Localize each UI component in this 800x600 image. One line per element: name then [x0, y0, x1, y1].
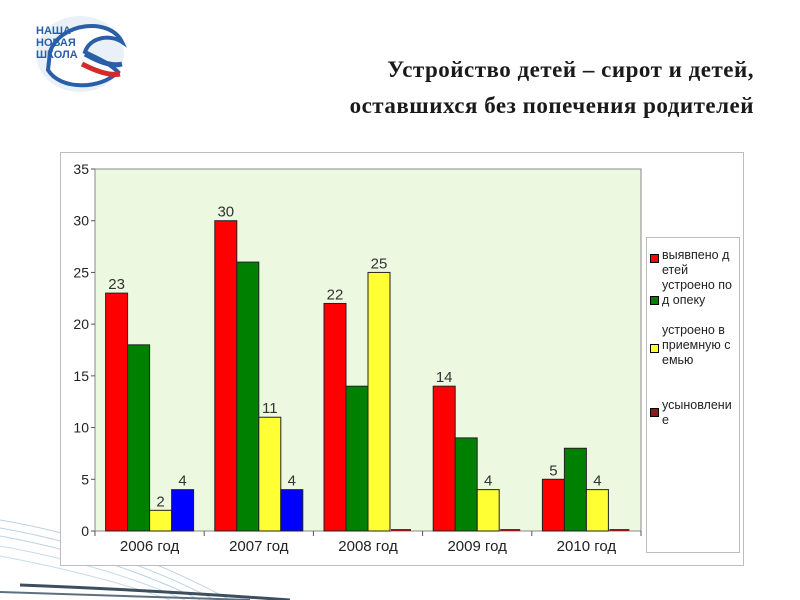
bar [541, 478, 565, 532]
legend-label: устроено в приемную семью [662, 323, 731, 367]
data-label: 23 [108, 276, 125, 293]
bar [476, 489, 500, 532]
x-tick-label: 2008 год [338, 538, 398, 555]
bar [149, 509, 173, 532]
bar [236, 261, 260, 532]
legend-label: устроено под опеку [662, 278, 732, 307]
y-tick-label: 10 [73, 420, 89, 436]
y-tick-label: 0 [81, 523, 89, 539]
bar [105, 292, 129, 532]
x-tick-label: 2010 год [557, 538, 617, 555]
title-line-1: Устройство детей – сирот и детей, [387, 57, 754, 82]
logo-line-2: НОВАЯ [36, 37, 76, 49]
logo-emblem-icon: НАША НОВАЯ ШКОЛА [36, 16, 127, 92]
y-tick-label: 35 [73, 161, 89, 177]
data-label: 11 [262, 400, 278, 417]
bar [127, 344, 151, 532]
data-label: 4 [178, 473, 186, 490]
legend-label: усыновление [662, 398, 732, 427]
legend-swatch-red [650, 254, 659, 263]
bar [214, 220, 238, 532]
logo-line-1: НАША [36, 25, 71, 37]
bar [345, 385, 369, 532]
y-tick-label: 20 [73, 316, 89, 332]
legend-label: выявпено детей [662, 248, 730, 277]
logo-line-3: ШКОЛА [36, 49, 78, 61]
chart-frame: 0 5 10 15 20 25 30 35 23 2 4 2006 год 30 11 4 2007 год 2… [60, 152, 744, 566]
x-tick-label: 2007 год [229, 538, 289, 555]
bar [454, 437, 478, 532]
page-title: Устройство детей – сирот и детей, оставш… [160, 52, 754, 124]
y-tick-label: 5 [81, 471, 89, 487]
data-label: 5 [549, 462, 557, 479]
bar [323, 302, 347, 532]
data-label: 22 [327, 286, 344, 303]
legend-swatch-yellow [650, 344, 659, 353]
title-line-2: оставшихся без попечения родителей [349, 93, 754, 118]
y-tick-label: 30 [73, 213, 89, 229]
bar [432, 385, 456, 532]
bar [280, 489, 304, 532]
x-tick-label: 2009 год [447, 538, 507, 555]
logo: НАША НОВАЯ ШКОЛА [30, 12, 130, 94]
data-label: 25 [371, 255, 388, 272]
x-tick-label: 2006 год [120, 538, 180, 555]
data-label: 2 [156, 493, 164, 510]
bar [171, 489, 195, 532]
legend-swatch-green [650, 296, 659, 305]
y-tick-label: 25 [73, 264, 89, 280]
y-tick-label: 15 [73, 368, 89, 384]
bar [563, 447, 587, 532]
data-label: 14 [436, 369, 453, 386]
bar [258, 416, 282, 532]
legend-swatch-darkred [650, 408, 659, 417]
data-label: 4 [593, 473, 601, 490]
bar [585, 489, 609, 532]
data-label: 4 [484, 473, 492, 490]
data-label: 4 [288, 473, 296, 490]
chart-legend: выявпено детей устроено под опеку устрое… [646, 237, 740, 553]
bar [367, 271, 391, 532]
data-label: 30 [217, 204, 234, 221]
